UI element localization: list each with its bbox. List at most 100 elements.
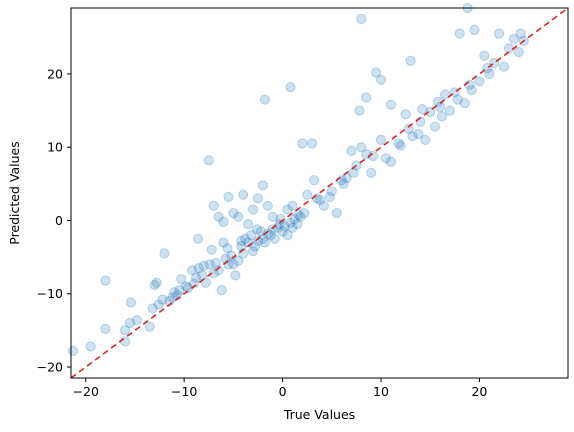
data-point [292,219,303,230]
data-point [275,213,286,225]
data-point [222,243,233,254]
data-point [159,248,170,259]
data-point [259,237,270,248]
data-point [262,200,273,211]
data-point [203,155,214,166]
data-point [255,226,266,237]
data-point [233,211,244,222]
data-point [354,105,365,116]
y-tick-label: −10 [37,286,63,301]
reference-line [70,7,569,379]
data-point [494,28,505,39]
data-point [157,294,168,305]
data-point [236,235,247,247]
data-point [223,191,234,203]
data-point [282,204,293,215]
data-point [151,277,162,288]
data-point [444,105,455,116]
data-point [299,208,310,219]
data-point [208,200,219,211]
data-point [454,28,465,39]
data-point [167,292,178,303]
plot-frame [70,7,569,379]
x-axis-ticks: −20 −10 0 10 20 [73,378,487,399]
data-point [85,341,96,352]
data-point [324,191,335,203]
data-point [67,345,79,356]
data-point [436,111,448,122]
data-point [100,275,111,286]
data-point [243,219,254,230]
data-point [246,230,257,241]
data-point [385,156,396,167]
data-point [314,194,326,206]
y-tick-label: 20 [47,66,63,81]
data-point [420,134,431,145]
y-axis-ticks: −20 −10 0 10 20 [37,66,71,375]
data-point [269,233,280,244]
data-point [380,153,391,164]
data-point [287,222,298,233]
data-point [210,257,221,269]
data-point [192,233,204,244]
data-point [400,109,411,120]
data-point [395,140,406,151]
data-point [452,94,463,105]
y-axis-label: Predicted Values [7,141,22,245]
data-point [385,99,396,110]
data-point [188,278,200,289]
data-point [238,189,249,200]
data-point [144,321,155,332]
data-point [318,200,329,211]
y-tick-label: −20 [37,360,63,375]
data-point [262,228,273,239]
data-point [295,211,306,222]
x-tick-label: 20 [471,384,487,399]
data-point [375,134,387,145]
data-point [277,226,288,237]
data-point [149,279,160,291]
data-point [198,260,209,271]
data-point [469,24,480,36]
data-point [302,189,313,200]
data-point [348,167,359,178]
data-point [218,216,229,227]
data-point [120,336,131,347]
data-point [356,142,367,153]
data-point [248,204,259,215]
data-point [331,208,342,219]
data-point [459,98,470,109]
data-point [309,175,320,186]
data-point [285,82,296,93]
data-point [169,287,180,298]
data-point [257,180,268,191]
data-point [252,193,264,204]
data-point [265,230,276,241]
x-tick-label: 10 [373,384,389,399]
data-point [407,131,418,142]
y-tick-label: 10 [47,140,63,155]
data-point [176,274,187,285]
data-point [259,94,270,105]
data-point [474,76,485,87]
y-tick-label: 0 [55,213,63,228]
data-point [279,221,290,232]
data-point [213,211,224,222]
data-point [174,285,185,296]
data-point [228,259,239,270]
data-point [230,270,241,281]
x-axis-label: True Values [283,407,355,422]
data-point [403,123,414,134]
data-point [346,145,357,156]
data-point [153,299,164,310]
data-point [124,317,136,329]
data-point [147,303,158,314]
data-point [213,265,224,276]
data-point [233,255,244,266]
x-tick-label: −10 [171,384,197,399]
data-point [307,138,318,149]
data-point [282,230,293,241]
data-point [484,68,495,80]
data-point [430,121,441,132]
